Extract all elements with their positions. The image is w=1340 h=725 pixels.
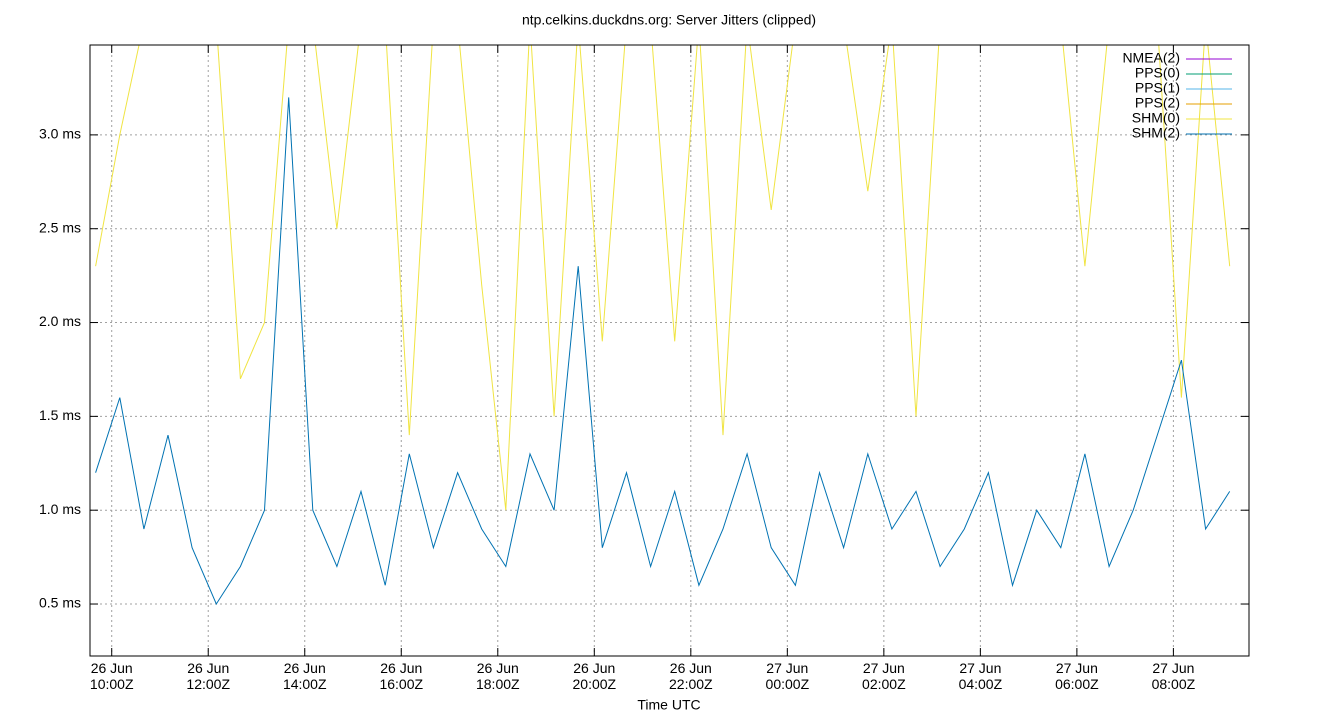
y-tick-label: 2.0 ms [39,313,81,329]
series-line [95,45,1231,511]
legend-label: SHM(0) [1132,110,1180,126]
plot-area [95,45,1231,606]
x-tick-label: 27 Jun 08:00Z [1152,660,1196,692]
legend-label: SHM(2) [1132,125,1180,141]
chart-title: ntp.celkins.duckdns.org: Server Jitters … [522,12,816,28]
x-tick-label-line: 08:00Z [1152,676,1196,692]
x-tick-label-line: 04:00Z [959,676,1003,692]
x-tick-label-line: 00:00Z [766,676,810,692]
x-tick-label: 27 Jun 00:00Z [766,660,810,692]
series-line [95,97,1231,606]
x-tick-label-line: 02:00Z [862,676,906,692]
x-tick-label-line: 26 Jun [91,660,133,676]
y-tick-label: 3.0 ms [39,126,81,142]
x-tick-label: 26 Jun 20:00Z [573,660,617,692]
x-tick-label: 26 Jun 10:00Z [90,660,134,692]
x-tick-label: 27 Jun 06:00Z [1055,660,1099,692]
x-tick-label-line: 26 Jun [284,660,326,676]
x-tick-label: 26 Jun 22:00Z [669,660,713,692]
x-tick-label: 26 Jun 16:00Z [379,660,423,692]
x-tick-label-line: 27 Jun [1152,660,1194,676]
x-tick-label-line: 27 Jun [959,660,1001,676]
x-tick-label-line: 27 Jun [766,660,808,676]
plot-frame [89,44,1250,657]
x-tick-label: 26 Jun 12:00Z [186,660,230,692]
x-tick-label-line: 26 Jun [670,660,712,676]
x-tick-label: 27 Jun 04:00Z [959,660,1003,692]
x-tick-label-line: 14:00Z [283,676,327,692]
x-tick-label-line: 20:00Z [573,676,617,692]
x-tick-label: 26 Jun 18:00Z [476,660,520,692]
x-tick-label-line: 06:00Z [1055,676,1099,692]
x-tick-label: 26 Jun 14:00Z [283,660,327,692]
y-tick-label: 1.0 ms [39,501,81,517]
legend-label: PPS(2) [1135,95,1180,111]
x-tick-label-line: 22:00Z [669,676,713,692]
y-tick-label: 1.5 ms [39,407,81,423]
x-tick-label-line: 27 Jun [1056,660,1098,676]
x-tick-label-line: 26 Jun [380,660,422,676]
x-tick-label: 27 Jun 02:00Z [862,660,906,692]
x-tick-label-line: 26 Jun [477,660,519,676]
y-tick-label: 0.5 ms [39,595,81,611]
x-tick-label-line: 26 Jun [187,660,229,676]
x-tick-label-line: 26 Jun [573,660,615,676]
x-tick-label-line: 12:00Z [186,676,230,692]
x-tick-label-line: 10:00Z [90,676,134,692]
legend-label: PPS(1) [1135,80,1180,96]
x-tick-label-line: 18:00Z [476,676,520,692]
x-tick-label-line: 27 Jun [863,660,905,676]
legend-label: NMEA(2) [1122,50,1180,66]
y-tick-label: 2.5 ms [39,219,81,235]
legend-label: PPS(0) [1135,65,1180,81]
x-axis-label: Time UTC [637,697,700,713]
x-tick-label-line: 16:00Z [379,676,423,692]
